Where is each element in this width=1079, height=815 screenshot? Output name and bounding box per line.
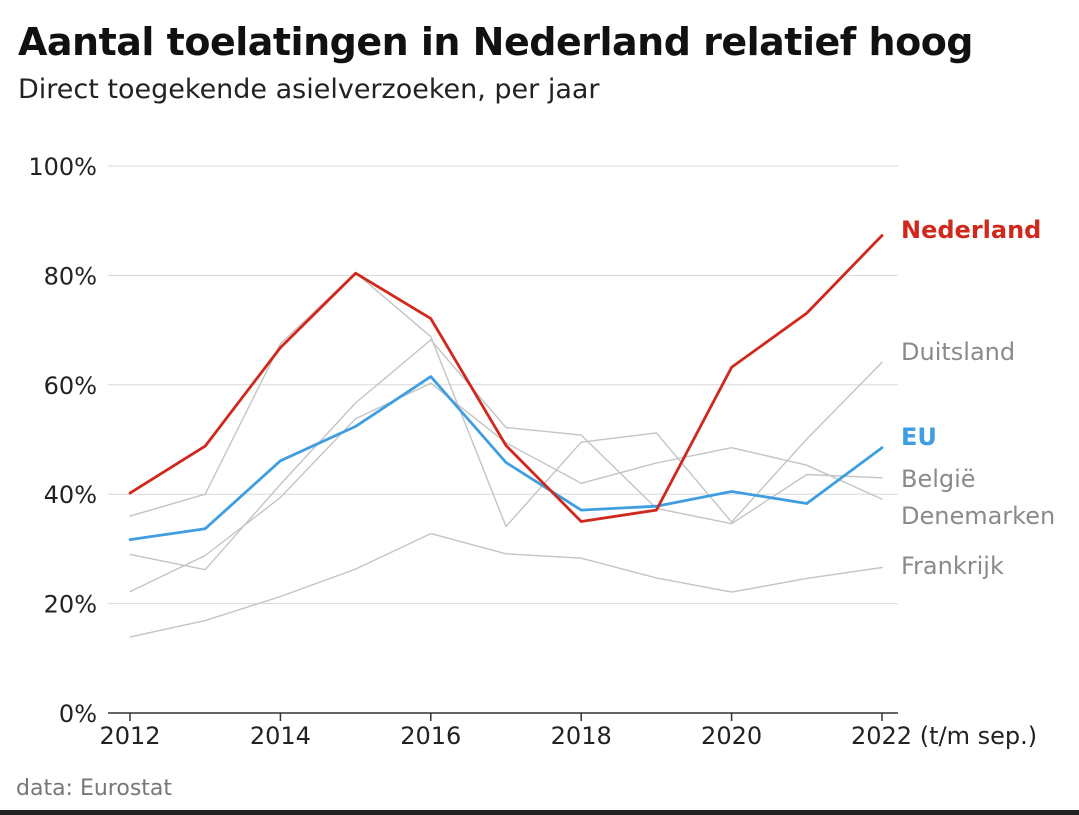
series-label-nederland: Nederland [901, 216, 1041, 244]
bottom-bar [0, 810, 1079, 815]
series-line-frankrijk [129, 532, 883, 638]
series-line-denemarken [129, 382, 883, 593]
y-axis-labels: 0% 20% 40% 60% 80% 100% [28, 153, 97, 728]
series-label-belgi-: België [901, 465, 976, 493]
series-line-eu [128, 375, 884, 541]
series-label-denemarken: Denemarken [901, 502, 1055, 530]
source-note: data: Eurostat [16, 776, 173, 801]
series-labels: Nederland Duitsland EU België Denemarken Fran… [901, 216, 1055, 580]
x-tick-label: 2016 [400, 722, 461, 750]
y-tick-label: 80% [44, 262, 97, 290]
y-tick-label: 20% [44, 591, 97, 619]
y-tick-label: 100% [28, 153, 97, 181]
grid-lines [108, 165, 898, 714]
series-label-frankrijk: Frankrijk [901, 552, 1004, 580]
series-label-eu: EU [901, 423, 937, 451]
x-tick-label: 2022 (t/m sep.) [851, 722, 1037, 750]
x-axis: 2012 2014 2016 2018 2020 2022 (t/m sep.) [99, 713, 1037, 750]
y-tick-label: 60% [44, 372, 97, 400]
series-line-belgi- [129, 339, 883, 571]
series-label-duitsland: Duitsland [901, 338, 1015, 366]
y-tick-label: 0% [59, 700, 97, 728]
series-line-nederland [128, 234, 884, 523]
x-tick-label: 2014 [250, 722, 311, 750]
x-tick-label: 2012 [99, 722, 160, 750]
chart-subtitle: Direct toegekende asielverzoeken, per ja… [18, 74, 600, 105]
y-tick-label: 40% [44, 481, 97, 509]
chart-title: Aantal toelatingen in Nederland relatief… [18, 20, 974, 64]
x-tick-label: 2020 [701, 722, 762, 750]
series-line-duitsland [129, 272, 883, 528]
series-lines [128, 234, 884, 638]
x-tick-label: 2018 [551, 722, 612, 750]
